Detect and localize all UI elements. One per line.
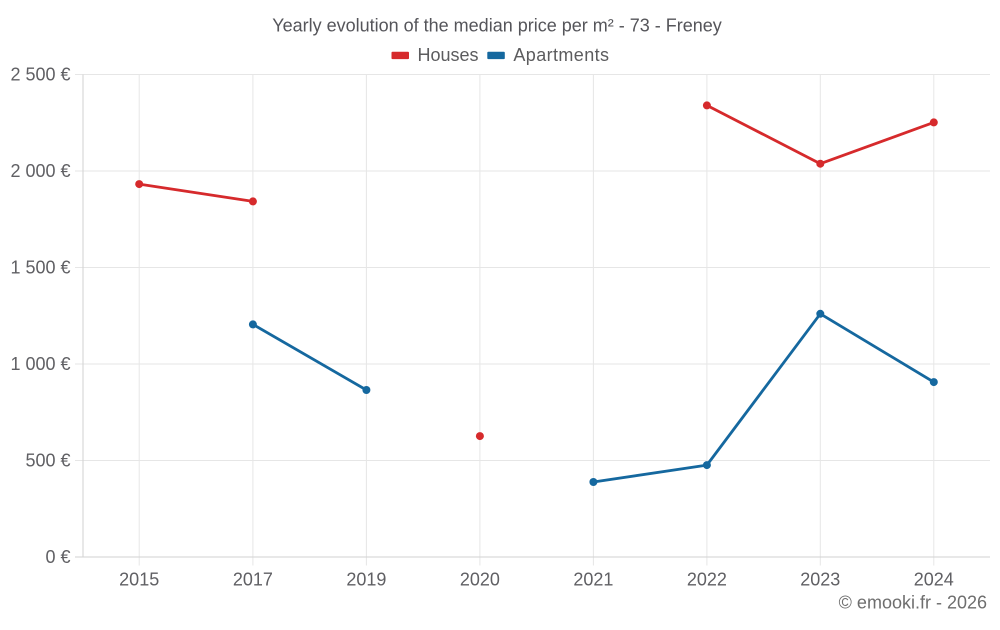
svg-text:Houses: Houses xyxy=(418,45,479,65)
svg-text:© emooki.fr - 2026: © emooki.fr - 2026 xyxy=(839,593,987,613)
svg-text:2015: 2015 xyxy=(119,570,159,590)
svg-text:2022: 2022 xyxy=(687,570,727,590)
svg-text:2017: 2017 xyxy=(233,570,273,590)
svg-text:1 500 €: 1 500 € xyxy=(10,258,70,278)
svg-text:2023: 2023 xyxy=(800,570,840,590)
svg-text:2019: 2019 xyxy=(346,570,386,590)
svg-text:2021: 2021 xyxy=(573,570,613,590)
svg-text:2024: 2024 xyxy=(914,570,954,590)
svg-text:0 €: 0 € xyxy=(45,547,70,567)
svg-text:500 €: 500 € xyxy=(25,451,70,471)
svg-text:Apartments: Apartments xyxy=(513,45,609,65)
svg-text:2 000 €: 2 000 € xyxy=(10,161,70,181)
svg-text:2 500 €: 2 500 € xyxy=(10,65,70,85)
svg-text:1 000 €: 1 000 € xyxy=(10,354,70,374)
svg-text:2020: 2020 xyxy=(460,570,500,590)
svg-text:Yearly evolution of the median: Yearly evolution of the median price per… xyxy=(272,16,722,36)
